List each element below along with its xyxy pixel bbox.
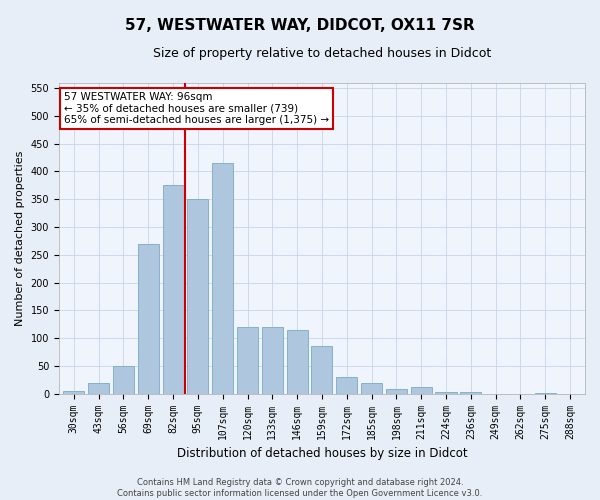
Bar	[386, 389, 407, 394]
Bar	[460, 392, 481, 394]
Text: 57 WESTWATER WAY: 96sqm
← 35% of detached houses are smaller (739)
65% of semi-d: 57 WESTWATER WAY: 96sqm ← 35% of detache…	[64, 92, 329, 125]
Bar	[410, 387, 432, 394]
Bar	[88, 382, 109, 394]
Bar	[137, 244, 159, 394]
Bar	[237, 327, 258, 394]
Bar	[163, 186, 184, 394]
Y-axis label: Number of detached properties: Number of detached properties	[15, 150, 25, 326]
Bar	[113, 366, 134, 394]
Text: 57, WESTWATER WAY, DIDCOT, OX11 7SR: 57, WESTWATER WAY, DIDCOT, OX11 7SR	[125, 18, 475, 32]
Bar	[63, 391, 85, 394]
Text: Contains HM Land Registry data © Crown copyright and database right 2024.
Contai: Contains HM Land Registry data © Crown c…	[118, 478, 482, 498]
Bar	[287, 330, 308, 394]
Bar	[336, 377, 358, 394]
Bar	[262, 327, 283, 394]
Bar	[311, 346, 332, 394]
X-axis label: Distribution of detached houses by size in Didcot: Distribution of detached houses by size …	[176, 447, 467, 460]
Title: Size of property relative to detached houses in Didcot: Size of property relative to detached ho…	[153, 48, 491, 60]
Bar	[535, 392, 556, 394]
Bar	[436, 392, 457, 394]
Bar	[212, 163, 233, 394]
Bar	[187, 199, 208, 394]
Bar	[361, 382, 382, 394]
